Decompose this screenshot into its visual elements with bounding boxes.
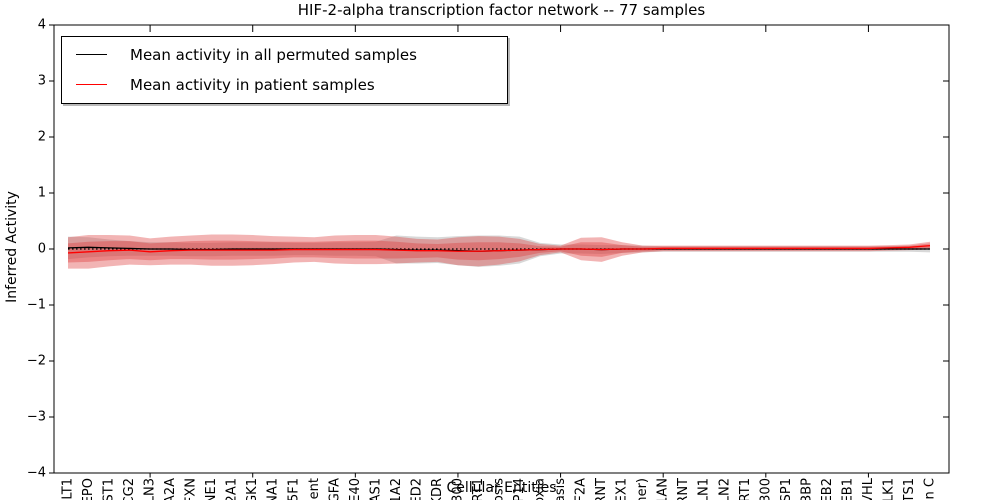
legend-item-label: Mean activity in patient samples	[130, 75, 375, 94]
x-tick-label: SP1	[779, 478, 794, 500]
x-tick-label: HIF2A/ARNT	[594, 478, 609, 500]
x-tick-label: EGLN2	[717, 478, 732, 500]
x-tick-label: EPAS1	[368, 478, 383, 500]
legend-item: Mean activity in patient samples	[62, 72, 507, 97]
x-tick-label: ARNT	[676, 478, 691, 500]
x-tick-label: PGK1	[245, 478, 260, 500]
x-tick-label: VEGFA	[327, 478, 342, 500]
chart-title: HIF-2-alpha transcription factor network…	[297, 1, 706, 19]
x-tick-label: germ cell development	[307, 478, 322, 500]
x-tick-label: TCEB2	[820, 478, 835, 500]
x-tick-label: APEX1	[615, 478, 630, 500]
x-tick-label: POU5F1	[286, 478, 301, 500]
x-tick-label: BHLHE40	[348, 478, 363, 500]
x-tick-label: TWIST1	[102, 478, 117, 500]
x-tick-label: FXN	[184, 478, 199, 500]
x-tick-label: FLT1	[61, 478, 76, 500]
y-tick-label: 1	[38, 186, 46, 201]
x-tick-label: oxygen homeostasis	[553, 478, 568, 500]
x-tick-label: response to hypoxia	[533, 478, 548, 500]
legend: Mean activity in all permuted samples Me…	[61, 36, 508, 104]
x-tick-label: ELK1	[881, 478, 896, 500]
legend-item: Mean activity in all permuted samples	[62, 42, 507, 67]
legend-item-label: Mean activity in all permuted samples	[130, 45, 417, 64]
y-tick-label: −1	[27, 298, 46, 313]
y-tick-label: −2	[27, 354, 46, 369]
x-tick-label: VHL/Elongin B/Elongin C/HIF2A	[574, 478, 589, 500]
legend-line-permuted-icon	[76, 54, 107, 55]
x-tick-label: ETS1	[902, 478, 917, 500]
x-tick-label: SLC11A2	[389, 478, 404, 500]
x-tick-label: VHL	[861, 477, 876, 500]
x-tick-label: ABCG2	[122, 478, 137, 500]
x-tick-label: HIF2A/ARNT/SIRT1	[471, 478, 486, 500]
x-tick-label: neuron apoptosis	[492, 478, 507, 500]
y-tick-label: −4	[27, 466, 46, 481]
patient-mean-line	[67, 244, 931, 254]
x-tick-label: SIRT1	[738, 478, 753, 500]
x-tick-label: MMP14	[512, 478, 527, 500]
x-tick-label: EGLN1	[697, 478, 712, 500]
x-tick-label: EP300	[758, 478, 773, 500]
y-tick-label: 0	[38, 242, 46, 257]
patient-band-inner	[68, 240, 930, 263]
y-axis-label: Inferred Activity	[4, 191, 20, 303]
y-tick-label: −3	[27, 410, 46, 425]
x-tick-label: HIF1AN	[656, 478, 671, 500]
x-tick-label: TCEB1	[840, 478, 855, 500]
x-tick-label: ADORA2A	[163, 478, 178, 500]
legend-line-patient-icon	[76, 84, 107, 85]
x-tick-label: CITED2	[409, 478, 424, 500]
x-tick-label: VHL/Elongin B/Elongin C	[923, 478, 938, 500]
y-tick-label: 4	[38, 18, 46, 33]
x-tick-label: EFNA1	[266, 478, 281, 500]
x-tick-label: FIH (dimer)	[635, 478, 650, 500]
x-tick-label: KDR	[430, 478, 445, 500]
x-tick-label: HIF2A/ARNT/Cbp/p300	[450, 478, 465, 500]
x-tick-label: CREBBP	[799, 478, 814, 500]
patient-band-outer	[68, 234, 930, 269]
x-tick-label: EGLN3	[143, 478, 158, 500]
y-tick-label: 2	[38, 130, 46, 145]
x-tick-label: SLC2A1	[225, 478, 240, 500]
y-tick-label: 3	[38, 74, 46, 89]
x-tick-label: EPO	[81, 478, 96, 500]
x-tick-label: SERPINE1	[204, 478, 219, 500]
x-axis-label: Cellular Entities	[446, 480, 557, 496]
